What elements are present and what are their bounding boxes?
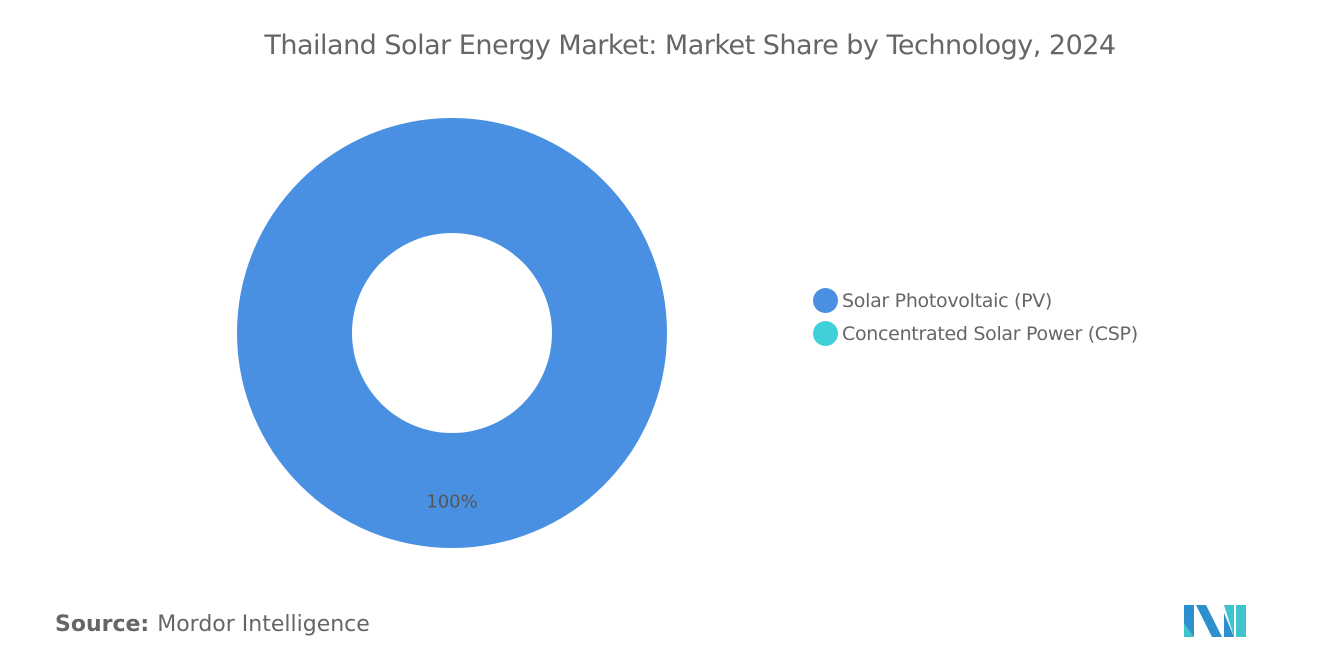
chart-title: Thailand Solar Energy Market: Market Sha…: [264, 30, 1116, 61]
data-label-0: 100%: [426, 492, 477, 513]
donut-slice-0[interactable]: [237, 118, 667, 548]
source-value: Mordor Intelligence: [157, 612, 370, 637]
legend: Solar Photovoltaic (PV) Concentrated Sol…: [813, 284, 1138, 350]
legend-swatch-pv: [813, 288, 838, 313]
legend-swatch-csp: [813, 321, 838, 346]
legend-item-csp[interactable]: Concentrated Solar Power (CSP): [813, 317, 1138, 350]
mordor-intelligence-logo: [1184, 605, 1246, 637]
source-note: Source: Mordor Intelligence: [55, 612, 370, 637]
legend-item-pv[interactable]: Solar Photovoltaic (PV): [813, 284, 1138, 317]
legend-label-pv: Solar Photovoltaic (PV): [842, 289, 1053, 312]
legend-label-csp: Concentrated Solar Power (CSP): [842, 322, 1138, 345]
source-label: Source:: [55, 612, 150, 637]
